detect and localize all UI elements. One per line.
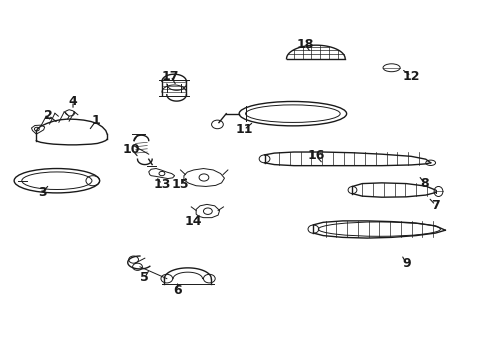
Text: 15: 15: [172, 178, 189, 191]
Text: 1: 1: [92, 114, 100, 127]
Text: 3: 3: [38, 186, 47, 199]
Text: 11: 11: [235, 123, 253, 136]
Text: 6: 6: [173, 284, 182, 297]
Text: 9: 9: [402, 257, 411, 270]
Text: 14: 14: [185, 215, 202, 228]
Text: 13: 13: [153, 178, 171, 191]
Text: 12: 12: [402, 69, 420, 82]
Text: 2: 2: [44, 109, 53, 122]
Text: 16: 16: [307, 149, 324, 162]
Text: 7: 7: [431, 199, 440, 212]
Text: 17: 17: [162, 69, 179, 82]
Text: 8: 8: [420, 177, 429, 190]
Text: 10: 10: [123, 143, 141, 156]
Text: 5: 5: [141, 271, 149, 284]
Text: 4: 4: [69, 95, 77, 108]
Text: 18: 18: [296, 38, 314, 51]
